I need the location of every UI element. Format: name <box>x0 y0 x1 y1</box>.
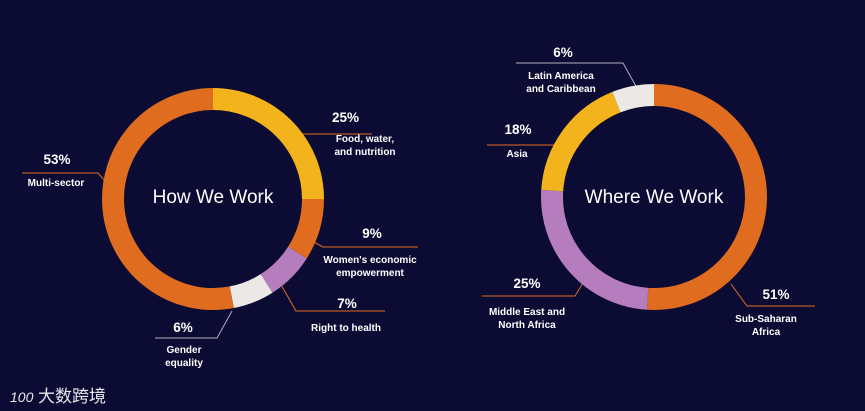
donut-slice-women-s-economic-empowerment <box>287 198 324 259</box>
chart-title: How We Work <box>153 187 274 208</box>
leader-line-gender-equality <box>155 310 233 339</box>
percentage-label-sub-saharan-africa: 51% <box>762 287 789 302</box>
donut-slice-gender-equality <box>229 273 273 309</box>
where-we-work-donut-chart: Where We Work 51% Sub-Saharan Africa 25% Midd… <box>482 45 815 338</box>
category-label-right-to-health: Right to health <box>311 323 381 334</box>
watermark: 100 大数跨境 <box>10 387 106 406</box>
leader-line-sub-saharan-africa <box>730 283 815 307</box>
donut-slice-asia <box>541 91 621 192</box>
donut-slice-middle-east-and-north-africa <box>541 189 649 310</box>
category-label-latin-america-and-caribbean: Latin America and Caribbean <box>526 71 595 95</box>
category-label-gender-equality: Gender equality <box>165 345 203 369</box>
category-label-women-s-economic-empowerment: Women's economic empowerment <box>323 255 417 279</box>
percentage-label-latin-america-and-caribbean: 6% <box>553 45 573 60</box>
donut-slice-food-water-and-nutrition <box>212 88 324 200</box>
how-we-work-donut-chart: How We Work 25% Food, water, and nutrition 9… <box>22 88 418 369</box>
percentage-label-multi-sector: 53% <box>43 152 70 167</box>
category-label-asia: Asia <box>506 149 528 160</box>
percentage-label-gender-equality: 6% <box>173 320 193 335</box>
leader-line-women-s-economic-empowerment <box>311 240 418 248</box>
percentage-label-right-to-health: 7% <box>337 296 357 311</box>
percentage-label-women-s-economic-empowerment: 9% <box>362 226 382 241</box>
donut-slice-multi-sector <box>102 88 234 310</box>
leader-line-right-to-health <box>279 282 385 312</box>
percentage-label-middle-east-and-north-africa: 25% <box>513 276 540 291</box>
watermark-text: 大数跨境 <box>38 387 106 406</box>
category-label-sub-saharan-africa: Sub-Saharan Africa <box>735 314 797 338</box>
chart-title: Where We Work <box>585 187 724 208</box>
leader-line-latin-america-and-caribbean <box>516 62 638 89</box>
watermark-logo: 100 <box>10 389 34 405</box>
donut-slice-latin-america-and-caribbean <box>612 84 655 113</box>
category-label-middle-east-and-north-africa: Middle East and North Africa <box>489 307 565 331</box>
donut-slice-sub-saharan-africa <box>646 84 767 310</box>
category-label-multi-sector: Multi-sector <box>28 178 85 189</box>
donut-slice-right-to-health <box>260 246 307 293</box>
category-label-food-water-and-nutrition: Food, water, and nutrition <box>334 134 395 158</box>
percentage-label-asia: 18% <box>504 122 531 137</box>
percentage-label-food-water-and-nutrition: 25% <box>332 110 359 125</box>
